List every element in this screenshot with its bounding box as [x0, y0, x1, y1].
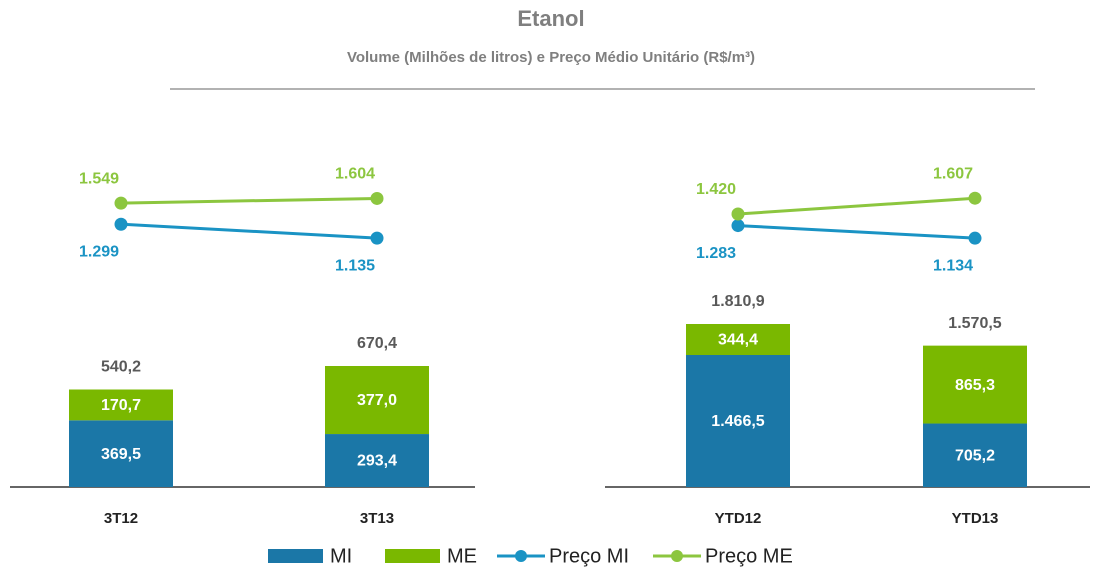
legend-label: MI [330, 545, 352, 567]
bar [923, 345, 1027, 424]
price-point [114, 196, 128, 210]
price-point [370, 191, 384, 205]
x-tick-label: YTD12 [715, 510, 762, 527]
bar [325, 434, 429, 487]
price-line [120, 222, 378, 240]
price-label: 1.283 [696, 245, 736, 262]
legend-label: ME [447, 545, 477, 567]
price-label: 1.299 [79, 243, 119, 260]
legend-label: Preço ME [705, 545, 793, 567]
bar [69, 389, 173, 421]
x-tick-label: 3T12 [104, 510, 138, 527]
bar-label: 705,2 [955, 447, 995, 464]
price-point [731, 207, 745, 221]
price-line [737, 224, 976, 240]
legend-swatch [671, 550, 683, 562]
price-point [968, 191, 982, 205]
x-tick-label: YTD13 [952, 510, 999, 527]
bar [686, 354, 790, 487]
price-line [120, 196, 378, 205]
legend-label: Preço MI [549, 545, 629, 567]
bar-label: 865,3 [955, 377, 995, 394]
price-point [731, 219, 745, 233]
price-point [968, 231, 982, 245]
bar [325, 366, 429, 435]
bar-label: 369,5 [101, 446, 141, 463]
price-label: 1.607 [933, 165, 973, 182]
chart-title: Etanol [517, 6, 584, 31]
legend-swatch [385, 549, 440, 563]
legend-swatch [268, 549, 323, 563]
bar-label: 1.466,5 [711, 413, 764, 430]
bar-label: 170,7 [101, 397, 141, 414]
bar [686, 324, 790, 355]
price-point [370, 231, 384, 245]
bar [69, 420, 173, 487]
price-label: 1.134 [933, 257, 973, 274]
x-tick-label: 3T13 [360, 510, 394, 527]
bar-label: 377,0 [357, 392, 397, 409]
bar [923, 423, 1027, 487]
price-label: 1.420 [696, 181, 736, 198]
price-label: 1.549 [79, 170, 119, 187]
total-label: 540,2 [101, 359, 141, 376]
total-label: 670,4 [357, 335, 397, 352]
bar-label: 293,4 [357, 453, 397, 470]
chart-subtitle: Volume (Milhões de litros) e Preço Médio… [347, 49, 755, 66]
total-label: 1.570,5 [948, 315, 1001, 332]
total-label: 1.810,9 [711, 293, 764, 310]
price-label: 1.135 [335, 257, 375, 274]
legend-swatch [515, 550, 527, 562]
price-label: 1.604 [335, 166, 375, 183]
price-point [114, 217, 128, 231]
bar-label: 344,4 [718, 332, 758, 349]
price-line [737, 196, 976, 216]
